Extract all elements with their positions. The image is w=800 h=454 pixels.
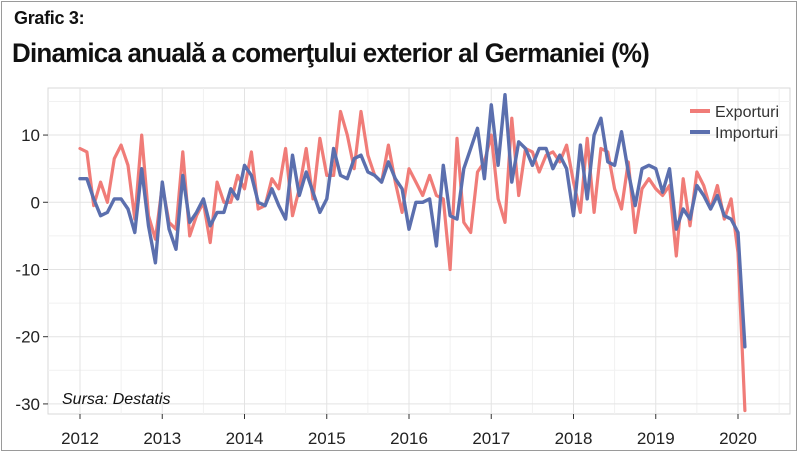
series-line-exports bbox=[78, 109, 747, 413]
y-tick-label: 0 bbox=[31, 193, 40, 212]
y-tick-label: -30 bbox=[15, 395, 40, 414]
figure-label: Grafic 3: bbox=[14, 8, 85, 28]
x-tick-label: 2020 bbox=[719, 429, 757, 448]
chart-title: Dinamica anuală a comerţului exterior al… bbox=[12, 38, 650, 68]
x-tick-label: 2018 bbox=[555, 429, 593, 448]
x-tick-label: 2016 bbox=[390, 429, 428, 448]
plot-area bbox=[47, 87, 791, 415]
series-line-imports bbox=[78, 92, 747, 349]
x-tick-label: 2019 bbox=[637, 429, 675, 448]
x-tick-label: 2015 bbox=[308, 429, 346, 448]
y-tick-label: 10 bbox=[21, 126, 40, 145]
x-tick-label: 2017 bbox=[472, 429, 510, 448]
legend-label-imports: Importuri bbox=[715, 125, 778, 142]
y-tick-label: -20 bbox=[15, 328, 40, 347]
x-tick-label: 2013 bbox=[143, 429, 181, 448]
x-tick-label: 2012 bbox=[61, 429, 99, 448]
source-note: Sursa: Destatis bbox=[62, 391, 170, 408]
x-tick-label: 2014 bbox=[226, 429, 264, 448]
legend-label-exports: Exporturi bbox=[715, 104, 779, 121]
y-tick-label: -10 bbox=[15, 260, 40, 279]
